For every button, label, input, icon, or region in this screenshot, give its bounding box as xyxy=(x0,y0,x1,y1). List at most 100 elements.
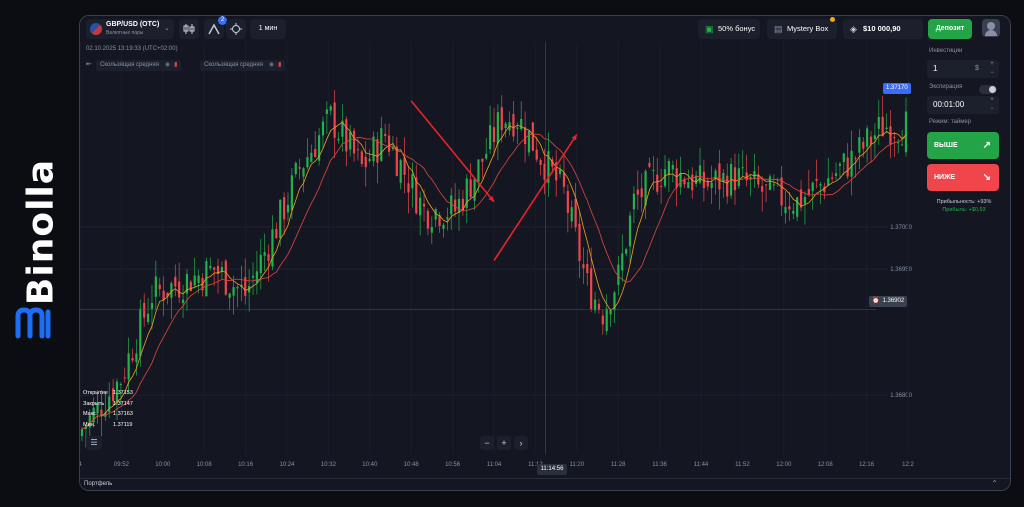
price-chart[interactable]: 1.37000 1.36950 1.36800 4 09:52 10:00 10:08 10:… xyxy=(80,42,920,478)
candle-body xyxy=(469,179,472,198)
candle-body xyxy=(823,186,826,193)
balance-value: $10 000,90 xyxy=(863,24,901,33)
x-tick-label: 10:32 xyxy=(321,462,337,468)
candle-body xyxy=(271,229,274,267)
trash-icon[interactable]: ▮ xyxy=(174,62,178,68)
mode-label: Режим: таймер xyxy=(929,119,971,125)
trash-icon[interactable]: ▮ xyxy=(278,62,282,68)
candle-body xyxy=(605,308,608,332)
candle-body xyxy=(457,198,461,213)
down-button[interactable]: НИЖЕ ↘ xyxy=(927,164,999,191)
candles-type-button[interactable] xyxy=(179,19,199,39)
candle-body xyxy=(523,127,527,145)
candle-body xyxy=(640,188,643,198)
eye-icon[interactable]: ◉ xyxy=(268,62,275,68)
candle-body xyxy=(279,199,282,239)
eye-icon[interactable]: ◉ xyxy=(164,62,171,68)
candle-body xyxy=(216,265,220,275)
candle-body xyxy=(807,189,810,195)
candle-body xyxy=(356,149,360,151)
expiry-input[interactable]: 00:01:00 + − xyxy=(927,96,999,114)
candle-body xyxy=(154,276,157,297)
gbp-usd-flag-icon xyxy=(90,23,102,35)
candle-body xyxy=(100,409,103,416)
currency-symbol: $ xyxy=(975,65,979,72)
zoom-out-button[interactable]: − xyxy=(480,436,494,450)
candle-body xyxy=(442,224,445,229)
zoom-in-button[interactable]: + xyxy=(497,436,511,450)
candle-body xyxy=(656,174,659,192)
chevron-up-icon[interactable]: ⌃ xyxy=(991,479,998,488)
candle-body xyxy=(706,180,709,187)
candle-body xyxy=(850,150,853,177)
down-label: НИЖЕ xyxy=(934,174,956,181)
candle-body xyxy=(726,175,729,197)
candle-body xyxy=(127,353,130,380)
asset-selector[interactable]: GBP/USD (OTC) Валютные пары ⌄ xyxy=(86,19,174,39)
drawing-tools-button[interactable] xyxy=(226,19,246,39)
candle-body xyxy=(438,215,441,226)
chart-settings-button[interactable]: ☰ xyxy=(86,436,102,450)
candle-body xyxy=(652,169,655,171)
candle-body xyxy=(96,402,99,414)
candle-body xyxy=(555,162,558,181)
candle-body xyxy=(648,162,651,167)
candle-body xyxy=(380,128,383,161)
candle-body xyxy=(695,175,698,184)
mystery-box-button[interactable]: ▤ Mystery Box xyxy=(767,17,837,39)
indicator-chip-1[interactable]: Скользящая средняя ◉ ▮ xyxy=(96,60,182,71)
expiry-stepper[interactable]: + − xyxy=(990,97,994,112)
sliders-icon: ☰ xyxy=(90,438,98,447)
candle-body xyxy=(189,281,192,292)
x-tick-label: 4 xyxy=(80,462,82,468)
balance-button[interactable]: ◈ $10 000,90 xyxy=(843,19,923,39)
indicators-count-badge: 2 xyxy=(218,16,227,25)
portfolio-bar[interactable]: Портфель ⌃ xyxy=(80,478,1010,490)
hover-time-tag: 11:14:56 xyxy=(537,464,567,475)
ohlc-key: Открытие xyxy=(83,390,108,396)
candle-body xyxy=(796,197,799,217)
candle-body xyxy=(236,286,239,289)
candle-body xyxy=(904,111,908,153)
investment-input[interactable]: 1 $ + − xyxy=(927,60,999,78)
candle-body xyxy=(854,158,857,160)
deposit-button[interactable]: Депозит xyxy=(928,19,972,39)
candles-icon xyxy=(183,24,195,34)
indicators-button[interactable]: 2 xyxy=(204,16,227,39)
up-label: ВЫШЕ xyxy=(934,142,958,149)
candle-body xyxy=(722,172,725,183)
expiry-toggle[interactable] xyxy=(979,85,997,94)
candle-body xyxy=(411,174,414,189)
trend-arrow-head xyxy=(571,134,577,141)
asset-name: GBP/USD (OTC) xyxy=(106,21,160,28)
candle-body xyxy=(481,158,484,162)
candle-body xyxy=(314,148,317,158)
arrow-up-right-icon: ↗ xyxy=(982,140,991,151)
timeframe-button[interactable]: 1 мин xyxy=(250,19,286,39)
y-tick-label: 1.36800 xyxy=(890,393,912,399)
candle-body xyxy=(352,130,356,154)
candle-body xyxy=(298,167,301,169)
investment-stepper[interactable]: + − xyxy=(990,61,994,76)
ohlc-panel: Открытие 1.37153 Закрыть 1.37147 Макс. 1.37… xyxy=(83,388,133,430)
candle-body xyxy=(143,302,146,318)
candle-body xyxy=(679,172,682,188)
alert-icon[interactable]: ⏰ xyxy=(872,298,880,304)
candle-body xyxy=(745,172,748,181)
candle-body xyxy=(504,123,507,128)
indicator-chip-2[interactable]: Скользящая средняя ◉ ▮ xyxy=(200,60,286,71)
collapse-indicators-icon[interactable]: ⇤ xyxy=(86,61,92,68)
wallet-icon: ◈ xyxy=(850,24,857,34)
candle-body xyxy=(846,157,849,177)
up-button[interactable]: ВЫШЕ ↗ xyxy=(927,132,999,159)
candle-body xyxy=(422,203,426,207)
bonus-label: 50% бонус xyxy=(718,24,756,33)
candle-body xyxy=(349,131,352,150)
x-tick-label: 11:52 xyxy=(735,462,750,468)
gift-icon: ▣ xyxy=(705,24,714,34)
candle-body xyxy=(492,127,496,143)
avatar[interactable] xyxy=(982,19,1000,37)
candle-body xyxy=(220,267,224,272)
scroll-right-button[interactable]: › xyxy=(514,436,528,450)
bonus-button[interactable]: ▣ 50% бонус xyxy=(698,19,760,39)
